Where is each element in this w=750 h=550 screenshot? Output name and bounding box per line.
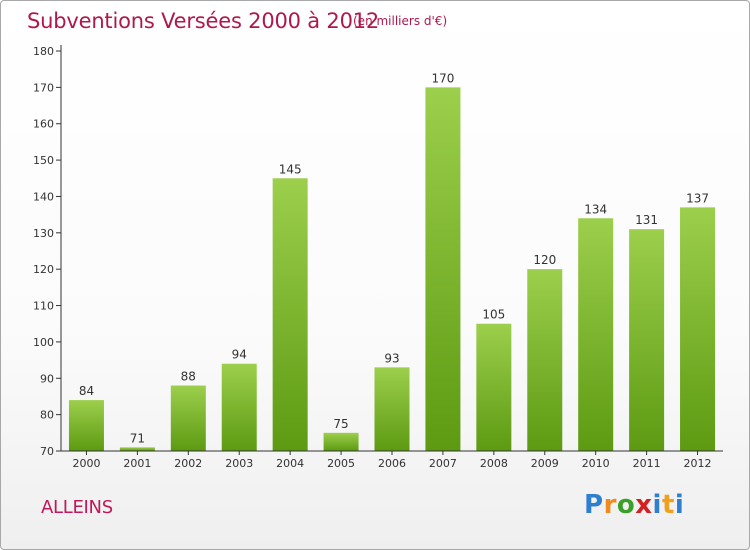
- value-label-2009: 120: [533, 253, 556, 267]
- bar-2005: [323, 432, 359, 451]
- value-label-2004: 145: [279, 162, 302, 176]
- value-label-2003: 94: [232, 348, 247, 362]
- bar-2002: [170, 385, 206, 451]
- x-tick-label-2009: 2009: [531, 457, 559, 470]
- x-tick-label-2004: 2004: [276, 457, 304, 470]
- bar-2000: [68, 400, 104, 451]
- y-tick-label-100: 100: [33, 336, 54, 349]
- bar-2004: [272, 178, 308, 452]
- y-tick-label-150: 150: [33, 154, 54, 167]
- y-tick-label-130: 130: [33, 227, 54, 240]
- y-tick-label-90: 90: [40, 372, 54, 385]
- bar-2009: [527, 269, 563, 451]
- y-tick-label-110: 110: [33, 300, 54, 313]
- x-tick-label-2002: 2002: [174, 457, 202, 470]
- x-tick-label-2003: 2003: [225, 457, 253, 470]
- y-tick-label-120: 120: [33, 263, 54, 276]
- bar-2003: [221, 363, 257, 451]
- x-tick-label-2011: 2011: [633, 457, 661, 470]
- x-tick-label-2010: 2010: [582, 457, 610, 470]
- y-tick-label-170: 170: [33, 81, 54, 94]
- value-label-2002: 88: [181, 370, 196, 384]
- bar-2008: [476, 323, 512, 451]
- bar-2001: [119, 447, 155, 451]
- commune-name: ALLEINS: [41, 497, 113, 518]
- y-tick-label-140: 140: [33, 190, 54, 203]
- chart-title: Subventions Versées 2000 à 2012: [27, 9, 380, 33]
- value-label-2007: 170: [431, 71, 454, 85]
- value-label-2010: 134: [584, 202, 607, 216]
- chart-subtitle: (en milliers d'€): [353, 14, 448, 28]
- bar-2012: [680, 207, 716, 451]
- y-tick-label-70: 70: [40, 445, 54, 458]
- y-tick-label-160: 160: [33, 118, 54, 131]
- value-label-2012: 137: [686, 191, 709, 205]
- bar-2007: [425, 87, 461, 451]
- x-tick-label-2008: 2008: [480, 457, 508, 470]
- y-tick-label-180: 180: [33, 45, 54, 58]
- value-label-2001: 71: [130, 431, 145, 445]
- bar-2010: [578, 218, 614, 451]
- x-tick-label-2012: 2012: [684, 457, 712, 470]
- value-label-2000: 84: [79, 384, 94, 398]
- proxiti-logo[interactable]: Proxiti: [584, 490, 685, 520]
- x-tick-label-2001: 2001: [123, 457, 151, 470]
- x-tick-label-2000: 2000: [72, 457, 100, 470]
- bar-2006: [374, 367, 410, 451]
- y-tick-label-80: 80: [40, 409, 54, 422]
- value-label-2005: 75: [333, 417, 348, 431]
- value-label-2006: 93: [384, 351, 399, 365]
- value-label-2011: 131: [635, 213, 658, 227]
- x-tick-label-2005: 2005: [327, 457, 355, 470]
- x-tick-label-2007: 2007: [429, 457, 457, 470]
- x-tick-label-2006: 2006: [378, 457, 406, 470]
- bar-2011: [629, 229, 665, 451]
- value-label-2008: 105: [482, 308, 505, 322]
